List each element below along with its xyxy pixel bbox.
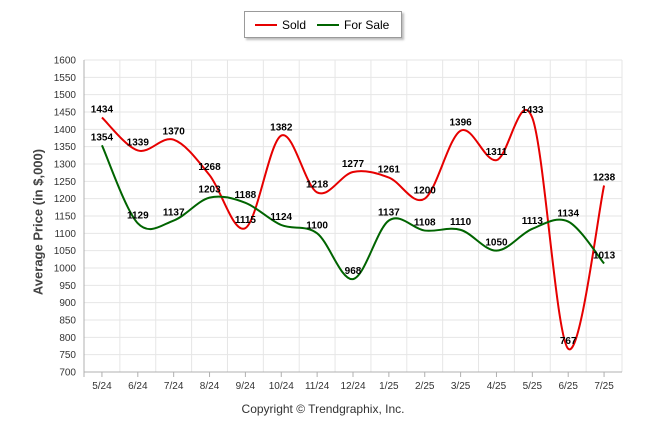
y-tick-label: 1250 <box>54 177 77 188</box>
data-label-sold: 1218 <box>306 179 329 190</box>
legend-label-for-sale: For Sale <box>344 18 390 32</box>
y-tick-label: 1400 <box>54 125 77 136</box>
data-label-sold: 1370 <box>163 127 186 138</box>
x-tick-label: 7/25 <box>594 381 614 392</box>
data-label-for-sale: 1134 <box>557 209 579 220</box>
y-tick-label: 850 <box>59 316 76 327</box>
y-tick-label: 1600 <box>54 56 77 67</box>
legend-item-sold[interactable]: Sold <box>255 18 306 32</box>
y-tick-label: 950 <box>59 281 76 292</box>
data-label-for-sale: 1100 <box>306 220 328 231</box>
y-axis-title: Average Price (in $,000) <box>30 148 46 296</box>
y-tick-label: 750 <box>59 350 76 361</box>
y-tick-label: 1000 <box>54 264 77 275</box>
data-label-for-sale: 968 <box>345 266 362 277</box>
y-tick-label: 900 <box>59 298 76 309</box>
y-tick-label: 1200 <box>54 194 77 205</box>
x-tick-label: 8/24 <box>200 381 220 392</box>
data-label-sold: 1115 <box>235 215 257 226</box>
x-tick-label: 12/24 <box>340 381 365 392</box>
data-label-sold: 1238 <box>593 172 616 183</box>
x-tick-label: 1/25 <box>379 381 399 392</box>
data-label-sold: 1311 <box>486 147 508 158</box>
data-label-for-sale: 1188 <box>235 190 257 201</box>
x-tick-label: 2/25 <box>415 381 435 392</box>
y-tick-label: 700 <box>59 368 76 379</box>
legend-label-sold: Sold <box>282 18 307 32</box>
data-label-for-sale: 1110 <box>450 217 472 228</box>
data-label-for-sale: 1113 <box>522 216 544 227</box>
data-label-sold: 1396 <box>449 118 472 129</box>
data-label-sold: 1277 <box>342 159 365 170</box>
data-label-for-sale: 1137 <box>163 208 185 219</box>
y-tick-label: 1050 <box>54 246 77 257</box>
data-label-for-sale: 1354 <box>91 132 114 143</box>
y-tick-label: 1550 <box>54 73 77 84</box>
y-tick-label: 1500 <box>54 90 77 101</box>
copyright-credit: Copyright © Trendgraphix, Inc. <box>241 402 405 416</box>
y-tick-label: 1300 <box>54 160 77 171</box>
series-line-for-sale <box>101 144 605 281</box>
x-tick-label: 10/24 <box>269 381 294 392</box>
data-label-sold: 767 <box>560 336 577 347</box>
legend: Sold For Sale <box>244 11 402 38</box>
data-label-sold: 1261 <box>378 165 401 176</box>
y-tick-label: 1100 <box>54 229 76 240</box>
data-label-for-sale: 1129 <box>127 210 149 221</box>
data-label-for-sale: 1137 <box>378 208 400 219</box>
y-tick-label: 1350 <box>54 142 77 153</box>
data-label-sold: 1434 <box>91 105 114 116</box>
x-tick-label: 7/24 <box>164 381 184 392</box>
series-line-sold <box>101 108 606 350</box>
legend-swatch-for-sale <box>317 23 339 26</box>
x-tick-label: 6/25 <box>558 381 578 392</box>
x-tick-label: 5/25 <box>523 381 543 392</box>
x-tick-label: 3/25 <box>451 381 471 392</box>
x-tick-label: 9/24 <box>236 381 256 392</box>
data-label-sold: 1268 <box>198 162 221 173</box>
y-tick-label: 800 <box>59 333 76 344</box>
x-tick-label: 5/24 <box>92 381 112 392</box>
x-tick-label: 11/24 <box>305 381 330 392</box>
y-tick-label: 1450 <box>54 108 77 119</box>
data-label-for-sale: 1050 <box>485 238 508 249</box>
data-label-sold: 1200 <box>414 186 437 197</box>
data-label-for-sale: 1013 <box>593 250 616 261</box>
data-label-sold: 1339 <box>127 137 150 148</box>
legend-swatch-sold <box>255 23 277 26</box>
data-label-sold: 1433 <box>521 105 544 116</box>
data-label-for-sale: 1108 <box>414 218 436 229</box>
data-label-for-sale: 1203 <box>198 185 221 196</box>
x-tick-label: 6/24 <box>128 381 148 392</box>
legend-item-for-sale[interactable]: For Sale <box>317 18 389 32</box>
data-label-for-sale: 1124 <box>270 212 292 223</box>
x-tick-label: 4/25 <box>487 381 507 392</box>
y-tick-label: 1150 <box>54 212 76 223</box>
data-label-sold: 1382 <box>270 123 293 134</box>
